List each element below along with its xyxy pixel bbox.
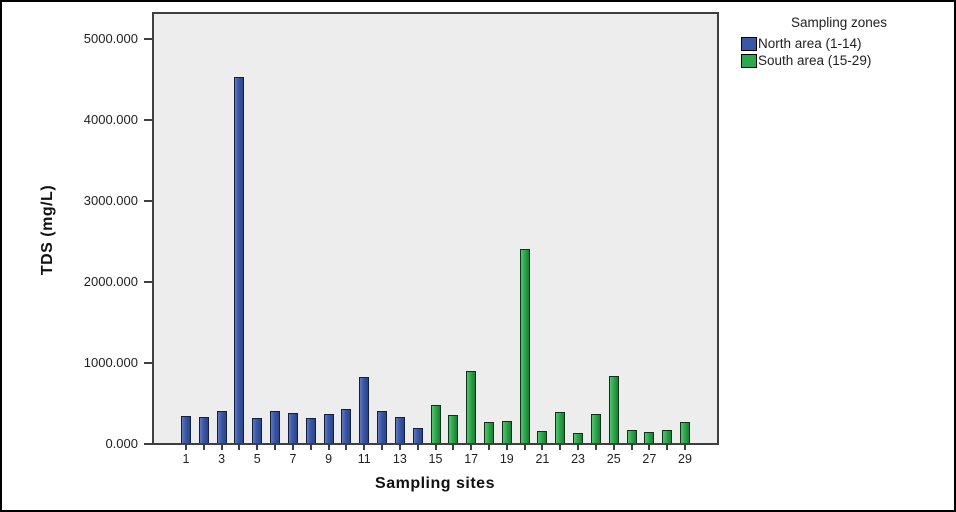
y-axis-title: TDS (mg/L)	[39, 184, 56, 276]
y-axis-tick-0	[144, 443, 152, 445]
x-axis-tick-17	[470, 445, 473, 450]
bar-site-24	[590, 414, 601, 443]
y-axis-label-4000: 4000.000	[83, 111, 138, 127]
x-axis-tick-14	[416, 445, 419, 450]
x-axis-tick-25	[612, 445, 615, 450]
y-axis-tick-5000	[144, 37, 152, 40]
bar-site-4	[234, 77, 245, 443]
bar-site-17	[466, 371, 477, 443]
legend-label-south: South area (15-29)	[758, 53, 872, 68]
bar-site-28	[662, 430, 673, 443]
bar-site-19	[501, 421, 512, 443]
x-axis-tick-5	[256, 445, 259, 450]
x-axis-tick-8	[309, 445, 312, 450]
x-axis-tick-19	[505, 445, 508, 450]
x-axis-tick-7	[291, 445, 294, 450]
x-axis-tick-28	[666, 445, 669, 450]
bar-site-12	[377, 411, 388, 443]
bar-site-8	[305, 418, 316, 443]
bar-site-18	[483, 422, 494, 443]
y-axis-label-5000: 5000.000	[83, 30, 138, 46]
legend-entries: North area (1-14) South area (15-29)	[741, 35, 937, 69]
bar-site-6	[270, 411, 281, 443]
y-axis-label-1000: 1000.000	[83, 354, 138, 370]
y-axis-tick-2000	[144, 280, 152, 283]
bar-site-2	[198, 417, 209, 443]
y-axis-tick-3000	[144, 199, 152, 202]
x-axis-tick-11	[363, 445, 366, 450]
bar-site-27	[644, 432, 655, 443]
bar-site-9	[323, 414, 334, 443]
y-axis-tick-1000	[144, 361, 152, 364]
bar-site-13	[394, 417, 405, 443]
x-axis-label-23: 23	[571, 452, 586, 466]
x-axis-label-5: 5	[253, 452, 261, 466]
x-axis-label-7: 7	[289, 452, 297, 466]
x-axis-label-21: 21	[535, 452, 550, 466]
bar-site-21	[537, 431, 548, 443]
x-axis-label-11: 11	[357, 452, 371, 466]
x-axis-tick-16	[452, 445, 455, 450]
x-axis-tick-2	[202, 445, 205, 450]
x-axis-title: Sampling sites	[375, 475, 495, 492]
bar-site-7	[287, 413, 298, 443]
x-axis-tick-23	[577, 445, 580, 450]
x-axis-tick-6	[274, 445, 277, 450]
bar-site-22	[555, 412, 566, 443]
x-axis-tick-3	[220, 445, 223, 450]
x-axis-label-19: 19	[499, 452, 514, 466]
x-axis-label-29: 29	[678, 452, 692, 466]
x-axis-label-27: 27	[642, 452, 657, 466]
x-axis-tick-15	[434, 445, 437, 450]
bar-site-5	[252, 418, 263, 443]
x-axis-tick-22	[559, 445, 562, 450]
x-axis-label-25: 25	[606, 452, 621, 466]
y-axis-tick-4000	[144, 118, 152, 121]
legend-title: Sampling zones	[790, 15, 888, 30]
x-axis-tick-29	[684, 445, 686, 450]
x-axis-tick-21	[541, 445, 544, 450]
x-axis-tick-12	[381, 445, 384, 450]
x-axis-tick-20	[523, 445, 526, 450]
x-axis-tick-1	[185, 445, 187, 450]
bar-site-1	[181, 416, 191, 443]
x-axis-tick-26	[630, 445, 633, 450]
legend-entry-south: South area (15-29)	[741, 52, 937, 69]
x-axis-label-3: 3	[218, 452, 226, 466]
bar-site-20	[519, 249, 530, 443]
bar-site-25	[608, 376, 619, 443]
legend: Sampling zones North area (1-14) South ar…	[741, 15, 937, 69]
x-axis-tick-10	[345, 445, 348, 450]
x-axis-label-17: 17	[464, 452, 479, 466]
bar-site-26	[626, 430, 637, 443]
bar-site-11	[359, 377, 370, 443]
legend-swatch-south-icon	[741, 53, 757, 68]
legend-swatch-north-icon	[741, 36, 757, 51]
legend-entry-north: North area (1-14)	[741, 35, 937, 52]
x-axis-tick-13	[398, 445, 401, 450]
x-axis-tick-27	[648, 445, 651, 450]
x-axis-label-15: 15	[428, 452, 443, 466]
bar-site-23	[573, 433, 584, 443]
bar-site-10	[341, 409, 352, 443]
plot-area	[152, 12, 719, 445]
x-axis-tick-4	[238, 445, 241, 450]
x-axis-tick-9	[327, 445, 330, 450]
y-axis-label-0: 0.000	[105, 436, 138, 451]
y-axis-label-2000: 2000.000	[83, 273, 138, 289]
x-axis-tick-24	[594, 445, 597, 450]
bar-site-15	[430, 405, 441, 443]
bar-site-16	[448, 415, 459, 443]
x-axis-label-13: 13	[392, 452, 407, 466]
y-axis-label-3000: 3000.000	[83, 192, 138, 208]
legend-label-north: North area (1-14)	[758, 36, 862, 51]
x-axis-label-1: 1	[182, 452, 190, 466]
bar-site-3	[216, 411, 227, 443]
x-axis-tick-18	[487, 445, 490, 450]
bar-site-29	[680, 422, 690, 443]
x-axis-label-9: 9	[325, 452, 333, 466]
bar-site-14	[412, 428, 423, 443]
